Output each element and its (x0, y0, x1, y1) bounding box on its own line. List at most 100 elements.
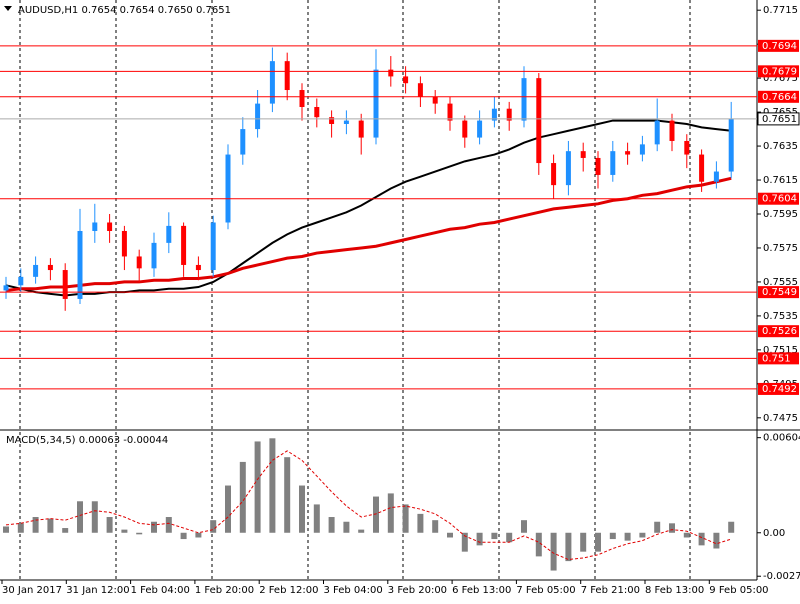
macd-bar (47, 518, 54, 533)
candle-body (121, 230, 127, 257)
candle-body (551, 163, 557, 186)
candle-body (595, 157, 601, 175)
macd-bar (728, 521, 735, 533)
macd-bar (402, 504, 409, 533)
candle-body (240, 129, 246, 155)
x-tick-label: 1 Feb 04:00 (131, 585, 190, 596)
candle-body (565, 151, 571, 186)
y-tick-label: 0.00 (763, 528, 785, 539)
candle-body (225, 154, 231, 223)
x-tick-label: 31 Jan 12:00 (66, 585, 129, 596)
menu-arrow (4, 6, 12, 11)
macd-bar (624, 532, 631, 541)
level-label: 0.7549 (762, 287, 797, 298)
macd-label: MACD(5,34,5) 0.00063 -0.00044 (6, 435, 168, 446)
macd-bar (476, 532, 483, 546)
macd-bar (32, 517, 39, 533)
y-tick-label: 0.7675 (763, 73, 798, 84)
candle-body (669, 120, 675, 141)
candle-body (255, 103, 261, 130)
level-label-box (758, 352, 799, 365)
level-label: 0.7694 (762, 41, 797, 52)
candle-body (329, 117, 335, 124)
candle-body (314, 107, 320, 118)
macd-bar (17, 523, 24, 533)
candle-body (462, 120, 468, 138)
macd-bar (284, 457, 291, 533)
candle-body (639, 144, 645, 155)
macd-bar (609, 532, 616, 540)
x-tick-label: 9 Feb 05:00 (709, 585, 768, 596)
level-label: 0.7526 (762, 326, 797, 337)
macd-bar (447, 532, 453, 538)
macd-bar (535, 532, 542, 557)
candle-body (728, 118, 734, 172)
x-tick-label: 30 Jan 2017 (2, 585, 62, 596)
candle-body (136, 256, 142, 269)
macd-bar (91, 501, 98, 533)
candle-body (33, 264, 39, 277)
macd-bar (195, 532, 202, 538)
candle-body (610, 151, 616, 175)
candle-body (92, 222, 98, 231)
level-label: 0.7679 (762, 66, 797, 77)
candle-body (699, 154, 705, 182)
level-label-box (758, 39, 799, 52)
candle-body (432, 96, 438, 104)
macd-bar (225, 485, 231, 533)
candle-body (506, 108, 512, 121)
candle-body (181, 225, 187, 265)
candle-body (343, 120, 349, 124)
candle-body (403, 76, 409, 84)
macd-bar (373, 496, 379, 533)
macd-bar (565, 532, 572, 562)
candle-body (373, 69, 379, 138)
macd-bar (62, 528, 69, 533)
macd-bar (639, 532, 646, 538)
macd-bar (683, 532, 690, 538)
macd-bar (343, 521, 350, 533)
y-tick-label: 0.7555 (763, 277, 798, 288)
level-label-box (758, 382, 799, 395)
candle-body (284, 61, 290, 91)
y-tick-label: 0.7475 (763, 413, 798, 424)
level-label-box (758, 192, 799, 205)
level-label-box (758, 325, 799, 338)
macd-bar (77, 501, 83, 533)
macd-bar (121, 529, 128, 533)
macd-bar (580, 532, 587, 552)
candle-body (417, 83, 423, 97)
macd-bar (432, 520, 439, 533)
candle-body (3, 285, 9, 291)
candle-body (210, 222, 216, 271)
y-tick-label: 0.7515 (763, 345, 798, 356)
macd-bar (387, 493, 394, 533)
last-price-box (757, 112, 800, 126)
level-label: 0.7492 (762, 384, 797, 395)
y-tick-label: 0.7535 (763, 311, 798, 322)
x-tick-label: 3 Feb 04:00 (324, 585, 383, 596)
last-price-label: 0.7651 (762, 114, 797, 125)
candle-body (107, 222, 113, 231)
x-tick-label: 7 Feb 21:00 (581, 585, 640, 596)
y-tick-label: 0.00604 (763, 433, 800, 444)
x-tick-label: 7 Feb 05:00 (516, 585, 575, 596)
macd-bar (328, 517, 335, 533)
macd-bar (654, 521, 661, 533)
candle-body (62, 270, 68, 299)
macd-bar (669, 523, 675, 533)
candle-body (77, 230, 83, 299)
macd-bar (254, 441, 261, 533)
signal-line (5, 450, 732, 561)
macd-bar (136, 532, 143, 535)
y-tick-label: -0.00276 (763, 571, 800, 582)
macd-bar (299, 485, 305, 533)
y-tick-label: 0.7575 (763, 243, 798, 254)
macd-bar (521, 520, 527, 533)
candle-body (269, 61, 275, 104)
candle-body (654, 120, 660, 145)
x-tick-label: 3 Feb 20:00 (388, 585, 447, 596)
y-tick-label: 0.7635 (763, 141, 798, 152)
macd-bar (698, 532, 705, 546)
